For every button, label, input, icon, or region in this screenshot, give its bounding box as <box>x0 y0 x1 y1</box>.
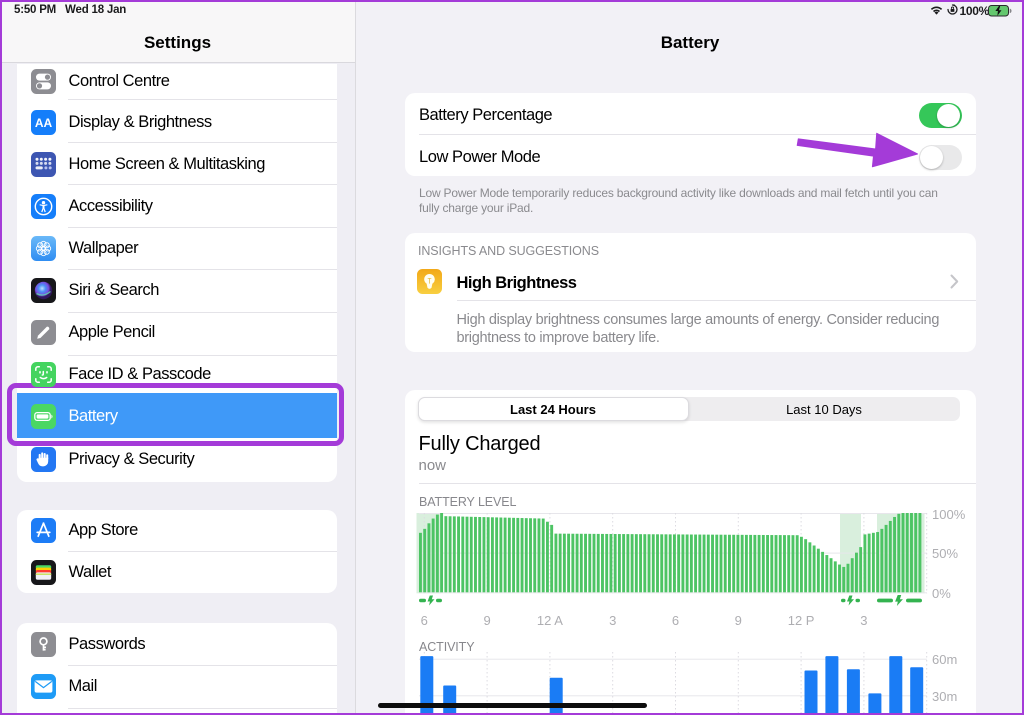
svg-text:AA: AA <box>35 116 53 130</box>
